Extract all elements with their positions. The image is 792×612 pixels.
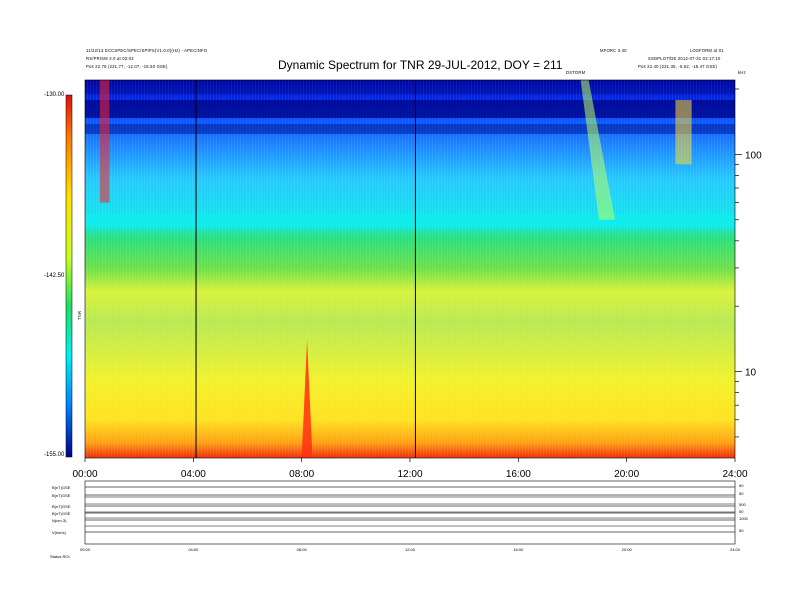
header-right-line3: SSDPLOT/DE 2012-07-31 02:17:10 [648, 56, 721, 61]
panel-scale-0: 60 [739, 483, 744, 488]
colorbar-top-label: -130.00 [44, 92, 65, 98]
x-tick-label-3: 12:00 [397, 469, 422, 480]
lower-panels-frame [84, 480, 736, 545]
panel-x-tick-5: 20:00 [622, 547, 633, 552]
x-tick-label-4: 16:00 [506, 469, 531, 480]
noise-band-upper [85, 100, 735, 118]
panel-x-tick-1: 04:00 [188, 547, 199, 552]
feature-0 [99, 80, 110, 203]
header-left-line2: RS/PRISM 2.0 at 02:02 [86, 56, 134, 61]
noise-band-lower [85, 124, 735, 134]
status-row-label: Status ROI [50, 554, 70, 559]
colorbar [65, 94, 73, 458]
x-tick-label-2: 08:00 [289, 469, 314, 480]
panel-label-5: V(km/s) [52, 530, 66, 535]
panel-x-tick-0: 00:00 [80, 547, 91, 552]
header-left-line1: 11/22/13 ECCSPEC/SPEC/SPIPS(V1.0.0)(Hz) … [86, 48, 208, 53]
panel-label-1: B(nT)GSE [52, 493, 71, 498]
header-left-pos: Pos 22.78 (231.77, -12.07, -15.50 GSE) [86, 64, 168, 69]
x-tick-label-1: 04:00 [181, 469, 206, 480]
panel-label-3: B(nT)GSE [52, 511, 71, 516]
panel-scale-2: 500 [739, 502, 746, 507]
x-tick-label-6: 24:00 [722, 469, 747, 480]
panel-label-4: N(cm-3) [52, 518, 67, 523]
panel-label-0: B(nT)GSE [52, 485, 71, 490]
feature-3 [675, 100, 692, 165]
panel-x-tick-3: 12:00 [405, 547, 416, 552]
panel-scale-3: 50 [739, 509, 744, 514]
y-tick-label-100: 100 [745, 150, 762, 161]
x-tick-label-5: 20:00 [614, 469, 639, 480]
panel-x-tick-2: 08:00 [297, 547, 308, 552]
panel-x-tick-4: 16:00 [513, 547, 524, 552]
panel-scale-1: 50 [739, 491, 744, 496]
colorbar-mid-label: -142.50 [44, 273, 65, 279]
cyan-band [85, 213, 735, 228]
feature-1 [301, 339, 313, 458]
panel-scale-5: 50 [739, 528, 744, 533]
spectrum-texture [85, 80, 735, 458]
title: Dynamic Spectrum for TNR 29-JUL-2012, DO… [278, 58, 563, 72]
y-unit-label: kHz [738, 70, 746, 75]
header-right-line2: LOSFORM at 01 [690, 48, 724, 53]
panel-label-2: B(nT)GSE [52, 504, 71, 509]
x-tick-label-0: 00:00 [72, 469, 97, 480]
panel-x-tick-6: 24:00 [730, 547, 741, 552]
event-marker-label: DSTORM [566, 70, 586, 75]
header-right-line1: MFORC 3.40 [600, 48, 627, 53]
panel-scale-4: 1000 [739, 516, 749, 521]
feature-2 [580, 80, 615, 220]
header-right-pos: Pos 22.40 (231.35, -5.52, -15.47 GSE) [638, 64, 718, 69]
y-tick-label-10: 10 [745, 368, 757, 379]
colorbar-bottom-label: -155.00 [44, 452, 65, 458]
noise-band-top [85, 84, 735, 94]
